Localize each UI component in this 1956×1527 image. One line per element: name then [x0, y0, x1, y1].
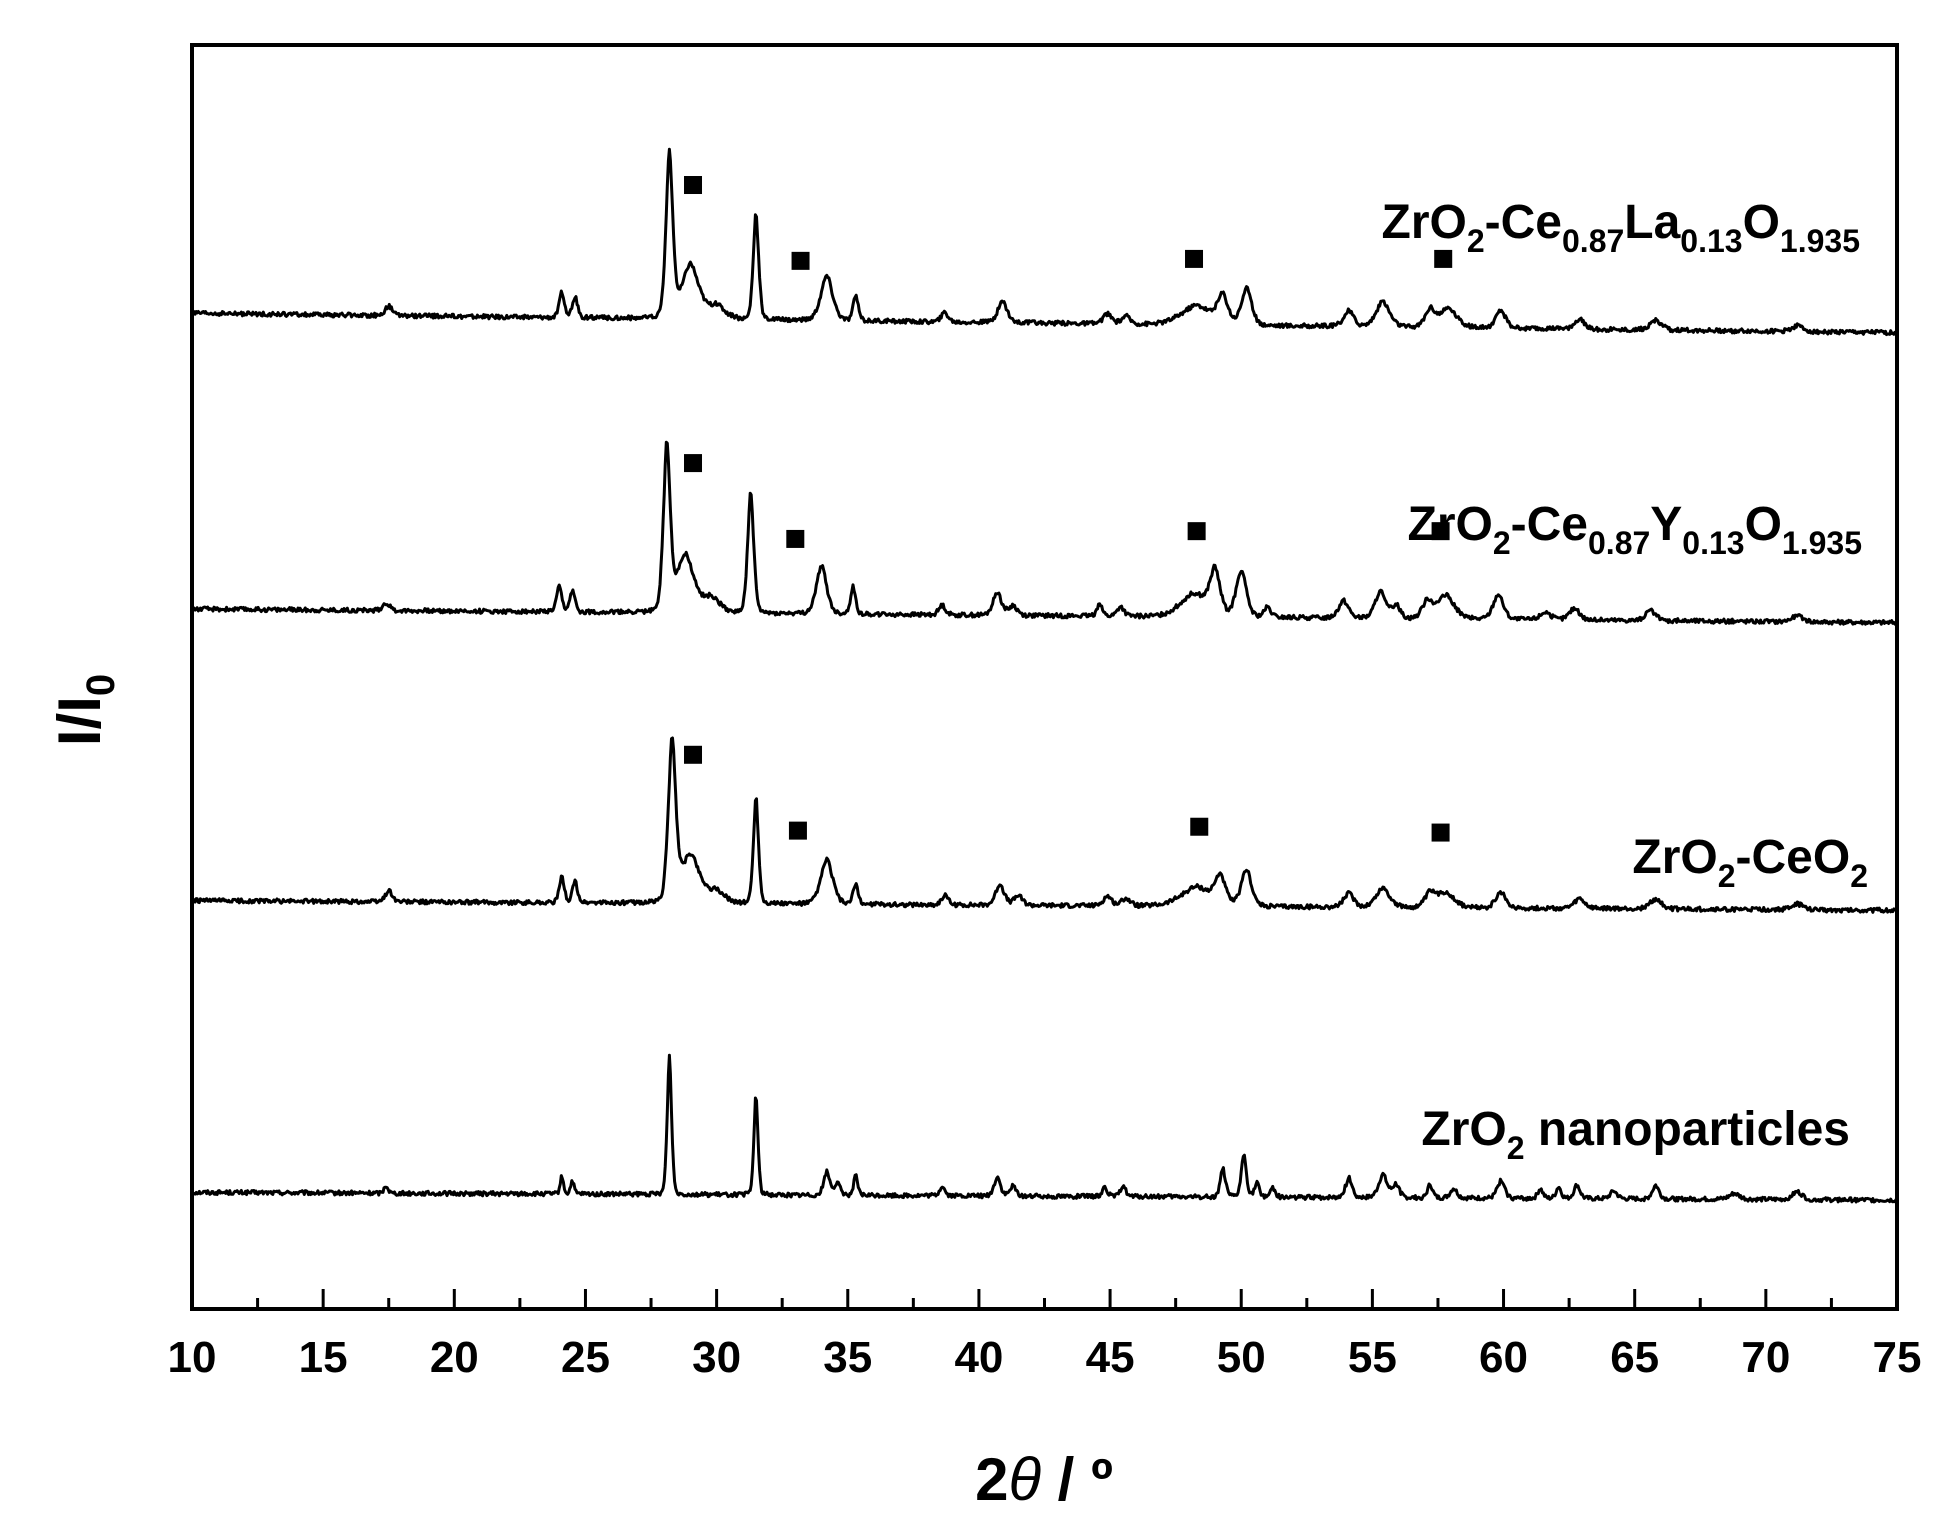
x-tick-label: 40: [954, 1333, 1003, 1382]
series-line-1: [190, 736, 1898, 914]
phase-marker-2-2: [1187, 522, 1206, 541]
x-tick-label: 70: [1741, 1333, 1790, 1382]
x-tick-label: 55: [1348, 1333, 1397, 1382]
phase-marker-3-0: [684, 176, 703, 195]
x-tick-label: 75: [1873, 1333, 1922, 1382]
series-labels: ZrO2 nanoparticles ZrO2-CeO2 ZrO2-Ce0.87Y0…: [1382, 196, 1868, 1166]
x-tick-label: 60: [1479, 1333, 1528, 1382]
x-tick-label: 25: [561, 1333, 610, 1382]
x-tick-label: 50: [1217, 1333, 1266, 1382]
phase-marker-2-0: [684, 454, 703, 473]
x-tick-label: 15: [299, 1333, 348, 1382]
x-ticks: [190, 1289, 1899, 1309]
phase-marker-1-3: [1431, 823, 1450, 842]
series-line-2: [190, 440, 1899, 626]
plot-lines: [190, 147, 1899, 1204]
y-axis-title: I/I0: [46, 674, 123, 746]
x-tick-label: 20: [430, 1333, 479, 1382]
x-tick-label: 45: [1086, 1333, 1135, 1382]
series-label-2: ZrO2-Ce0.87Y0.13O1.935: [1408, 498, 1862, 561]
series-label-0: ZrO2 nanoparticles: [1421, 1103, 1850, 1166]
phase-marker-1-1: [788, 821, 807, 840]
phase-marker-3-3: [1434, 249, 1453, 268]
phase-marker-1-0: [684, 745, 703, 764]
phase-marker-3-1: [791, 251, 810, 270]
x-axis-title: 2θ / º: [975, 1446, 1113, 1513]
series-line-0: [191, 1053, 1899, 1204]
x-tick-label: 35: [823, 1333, 872, 1382]
x-tick-label: 30: [692, 1333, 741, 1382]
x-tick-labels: 10 15 20 25 30 35 40 45 50 55 60 65 70 75: [168, 1333, 1922, 1382]
phase-marker-2-1: [786, 529, 805, 548]
phase-marker-2-3: [1431, 522, 1450, 541]
series-label-1: ZrO2-CeO2: [1632, 831, 1868, 894]
x-tick-label: 10: [168, 1333, 217, 1382]
series-label-3: ZrO2-Ce0.87La0.13O1.935: [1382, 196, 1860, 259]
x-tick-label: 65: [1610, 1333, 1659, 1382]
phase-marker-3-2: [1185, 249, 1204, 268]
series-line-3: [191, 147, 1899, 337]
phase-markers: [684, 176, 1453, 842]
phase-marker-1-2: [1190, 817, 1209, 836]
